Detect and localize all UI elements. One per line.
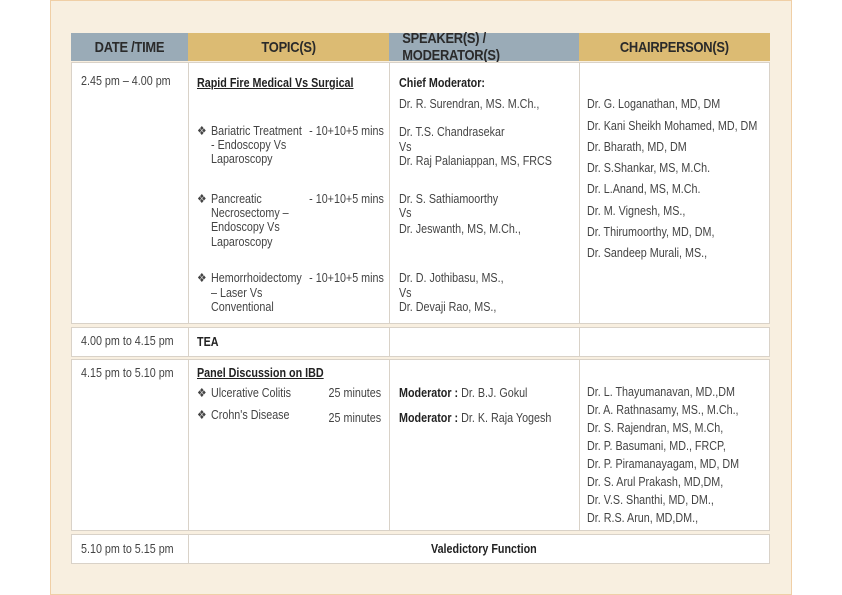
speaker-name: Dr. Raj Palaniappan, MS, FRCS [399, 154, 552, 168]
chairperson-name: Dr. P. Basumani, MD., FRCP, [587, 439, 726, 453]
diamond-bullet-icon: ❖ [197, 386, 207, 400]
topic-duration: 25 minutes [328, 411, 381, 425]
chairperson-cell [580, 328, 771, 356]
topic-line: Pancreatic [211, 192, 262, 206]
topic-duration: - 10+10+5 mins [309, 271, 384, 285]
topic-cell: Rapid Fire Medical Vs Surgical ❖ Bariatr… [189, 63, 390, 323]
diamond-bullet-icon: ❖ [197, 271, 207, 285]
topic-duration: - 10+10+5 mins [309, 124, 384, 138]
versus-text: Vs [399, 286, 412, 300]
topic-cell: Valedictory Function [189, 535, 771, 563]
diamond-bullet-icon: ❖ [197, 408, 207, 422]
time-cell: 4.15 pm to 5.10 pm [72, 360, 189, 530]
chairperson-cell: Dr. L. Thayumanavan, MD.,DM Dr. A. Rathn… [580, 360, 771, 530]
chairperson-name: Dr. P. Piramanayagam, MD, DM [587, 457, 740, 471]
chairperson-name: Dr. A. Rathnasamy, MS., M.Ch., [587, 403, 739, 417]
chairperson-name: Dr. S.Shankar, MS, M.Ch. [587, 161, 711, 175]
diamond-bullet-icon: ❖ [197, 192, 207, 206]
table-row: 4.15 pm to 5.10 pm Panel Discussion on I… [71, 359, 770, 531]
topic-line: Ulcerative Colitis [211, 386, 292, 400]
header-label: TOPIC(S) [261, 38, 316, 56]
time-cell: 2.45 pm – 4.00 pm [72, 63, 189, 323]
time-cell: 5.10 pm to 5.15 pm [72, 535, 189, 563]
speaker-name: Dr. S. Sathiamoorthy [399, 192, 499, 206]
chairperson-name: Dr. Bharath, MD, DM [587, 140, 687, 154]
time-text: 4.15 pm to 5.10 pm [81, 366, 174, 380]
topic-line: Laparoscopy [211, 235, 273, 249]
header-topics: TOPIC(S) [188, 33, 389, 61]
header-speakers: SPEAKER(S) / MODERATOR(S) [389, 30, 579, 64]
chairperson-name: Dr. Thirumoorthy, MD, DM, [587, 225, 715, 239]
speaker-cell: Moderator : Dr. B.J. Gokul Moderator : D… [390, 360, 580, 530]
chairperson-name: Dr. G. Loganathan, MD, DM [587, 97, 721, 111]
header-label: SPEAKER(S) / MODERATOR(S) [402, 30, 500, 64]
chairperson-name: Dr. S. Rajendran, MS, M.Ch, [587, 421, 724, 435]
speaker-cell [390, 328, 580, 356]
chief-moderator-name: Dr. R. Surendran, MS. M.Ch., [399, 97, 540, 111]
moderator-label: Moderator : [399, 411, 459, 425]
chairperson-name: Dr. Sandeep Murali, MS., [587, 246, 708, 260]
topic-line: Laparoscopy [211, 152, 273, 166]
topic-cell: Panel Discussion on IBD ❖ Ulcerative Col… [189, 360, 390, 530]
moderator-label: Moderator : [399, 386, 459, 400]
topic-line: - Endoscopy Vs [211, 138, 287, 152]
time-text: 2.45 pm – 4.00 pm [81, 74, 171, 88]
topic-title: TEA [197, 335, 219, 349]
chairperson-name: Dr. S. Arul Prakash, MD,DM, [587, 475, 724, 489]
table-row: 2.45 pm – 4.00 pm Rapid Fire Medical Vs … [71, 62, 770, 324]
speaker-name: Dr. D. Jothibasu, MS., [399, 271, 504, 285]
chairperson-cell: Dr. G. Loganathan, MD, DM Dr. Kani Sheik… [580, 63, 771, 323]
topic-line: Crohn's Disease [211, 408, 290, 422]
topic-line: Hemorrhoidectomy [211, 271, 302, 285]
header-chairpersons: CHAIRPERSON(S) [579, 33, 770, 61]
header-label: DATE /TIME [94, 38, 165, 56]
diamond-bullet-icon: ❖ [197, 124, 207, 138]
table-row: 4.00 pm to 4.15 pm TEA [71, 327, 770, 357]
topic-cell: TEA [189, 328, 390, 356]
chairperson-name: Dr. Kani Sheikh Mohamed, MD, DM [587, 119, 758, 133]
speaker-name: Dr. Devaji Rao, MS., [399, 300, 497, 314]
chairperson-name: Dr. V.S. Shanthi, MD, DM., [587, 493, 714, 507]
speaker-name: Dr. T.S. Chandrasekar [399, 125, 505, 139]
topic-line: – Laser Vs [211, 286, 263, 300]
header-date-time: DATE /TIME [71, 33, 188, 61]
topic-line: Necrosectomy – [211, 206, 289, 220]
chairperson-name: Dr. R.S. Arun, MD,DM., [587, 511, 699, 525]
time-text: 5.10 pm to 5.15 pm [81, 542, 174, 556]
versus-text: Vs [399, 206, 412, 220]
versus-text: Vs [399, 140, 412, 154]
chairperson-name: Dr. L.Anand, MS, M.Ch. [587, 182, 701, 196]
time-cell: 4.00 pm to 4.15 pm [72, 328, 189, 356]
table-row: 5.10 pm to 5.15 pm Valedictory Function [71, 534, 770, 564]
topic-line: Conventional [211, 300, 274, 314]
chairperson-name: Dr. M. Vignesh, MS., [587, 204, 686, 218]
moderator-line: Moderator : Dr. K. Raja Yogesh [399, 411, 551, 425]
moderator-name: Dr. K. Raja Yogesh [461, 411, 552, 425]
topic-line: Bariatric Treatment [211, 124, 302, 138]
speaker-name: Dr. Jeswanth, MS, M.Ch., [399, 222, 521, 236]
chief-moderator-label: Chief Moderator: [399, 76, 485, 90]
topic-title: Valedictory Function [431, 542, 537, 556]
moderator-name: Dr. B.J. Gokul [461, 386, 528, 400]
chairperson-name: Dr. L. Thayumanavan, MD.,DM [587, 385, 735, 399]
speaker-cell: Chief Moderator: Dr. R. Surendran, MS. M… [390, 63, 580, 323]
header-label: CHAIRPERSON(S) [620, 38, 729, 56]
topic-line: Endoscopy Vs [211, 220, 280, 234]
moderator-line: Moderator : Dr. B.J. Gokul [399, 386, 527, 400]
topic-duration: - 10+10+5 mins [309, 192, 384, 206]
topic-duration: 25 minutes [328, 386, 381, 400]
time-text: 4.00 pm to 4.15 pm [81, 334, 174, 348]
topic-title: Rapid Fire Medical Vs Surgical [197, 76, 354, 90]
topic-title: Panel Discussion on IBD [197, 366, 324, 380]
